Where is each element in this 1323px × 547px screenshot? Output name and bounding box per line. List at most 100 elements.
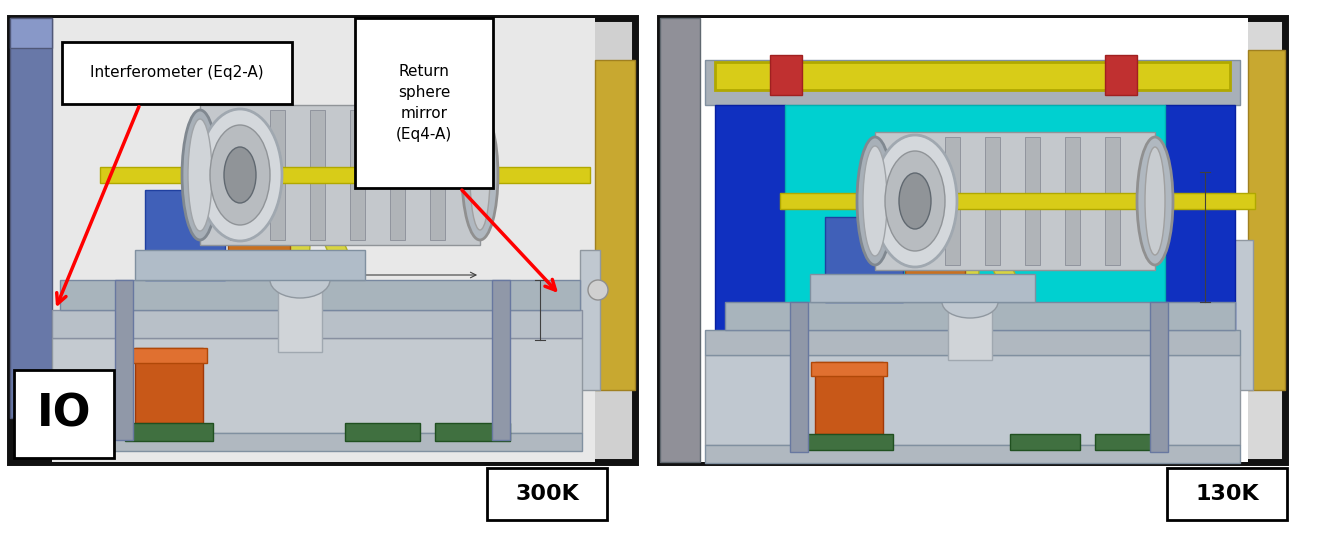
Bar (1167, 468, 1287, 520)
Bar (101, 167, 590, 183)
Bar (705, 60, 1240, 105)
Bar (781, 193, 1256, 209)
Ellipse shape (900, 173, 931, 229)
Bar (660, 18, 1285, 462)
Bar (52, 338, 582, 433)
Bar (230, 110, 245, 240)
Bar (826, 217, 904, 302)
Text: 115: 115 (1213, 232, 1229, 241)
Ellipse shape (863, 146, 886, 256)
Bar (430, 110, 445, 240)
Bar (355, 18, 493, 188)
Polygon shape (288, 210, 312, 280)
Bar (700, 18, 1248, 462)
Ellipse shape (857, 137, 893, 265)
Bar (579, 250, 601, 390)
Bar (905, 137, 919, 265)
Bar (770, 55, 802, 95)
Bar (804, 434, 893, 450)
Bar (790, 302, 808, 452)
Text: 115: 115 (548, 285, 564, 294)
Bar (725, 302, 1234, 330)
Bar (1009, 434, 1080, 450)
Polygon shape (912, 237, 962, 302)
Bar (351, 110, 365, 240)
Bar (135, 348, 202, 423)
Bar (115, 280, 134, 440)
Bar (705, 445, 1240, 463)
Bar (228, 198, 290, 268)
Bar (660, 18, 700, 462)
Polygon shape (239, 210, 290, 280)
Bar (945, 137, 960, 265)
Bar (705, 330, 1240, 355)
Bar (487, 468, 607, 520)
Bar (135, 250, 365, 280)
Text: 300K: 300K (515, 484, 579, 504)
Ellipse shape (210, 125, 270, 225)
Text: 12.937: 12.937 (548, 298, 577, 307)
Bar (1233, 240, 1253, 390)
Bar (15, 370, 114, 458)
Bar (595, 60, 635, 390)
Bar (714, 105, 785, 405)
Bar (310, 110, 325, 240)
Bar (390, 110, 405, 240)
Bar (52, 18, 595, 462)
Ellipse shape (1136, 137, 1174, 265)
Ellipse shape (198, 109, 282, 241)
Bar (11, 18, 635, 462)
Bar (986, 137, 1000, 265)
Ellipse shape (183, 110, 218, 240)
Bar (1065, 137, 1080, 265)
Bar (1025, 137, 1040, 265)
Ellipse shape (224, 147, 255, 203)
Polygon shape (310, 210, 360, 280)
Bar (810, 274, 1035, 302)
Bar (62, 42, 292, 104)
Text: 30: 30 (540, 318, 550, 327)
Bar (1105, 55, 1136, 95)
Bar (11, 18, 52, 48)
Ellipse shape (942, 286, 998, 318)
Bar (52, 310, 582, 338)
Ellipse shape (1144, 147, 1166, 255)
Polygon shape (978, 237, 1028, 302)
Bar (811, 362, 886, 376)
Bar (815, 362, 882, 434)
Bar (492, 280, 509, 440)
Bar (705, 355, 1240, 445)
Bar (131, 348, 206, 363)
Bar (714, 62, 1230, 90)
Ellipse shape (885, 151, 945, 251)
Bar (1095, 434, 1166, 450)
Bar (200, 105, 480, 245)
Bar (52, 433, 582, 451)
Bar (11, 18, 52, 418)
Bar (345, 423, 419, 441)
Bar (875, 132, 1155, 270)
Text: IO: IO (37, 393, 91, 435)
Text: 93.778: 93.778 (266, 263, 295, 272)
Bar (905, 224, 964, 292)
Ellipse shape (873, 135, 957, 267)
Bar (1150, 302, 1168, 452)
Bar (1105, 137, 1121, 265)
Text: 130K: 130K (1195, 484, 1258, 504)
Ellipse shape (462, 110, 497, 240)
Ellipse shape (470, 120, 490, 230)
Text: Interferometer (Eq2-A): Interferometer (Eq2-A) (90, 66, 263, 80)
Bar (124, 423, 213, 441)
Text: Return
sphere
mirror
(Eq4-A): Return sphere mirror (Eq4-A) (396, 64, 452, 142)
Bar (1166, 105, 1234, 405)
Ellipse shape (188, 119, 212, 231)
Bar (270, 110, 284, 240)
Bar (435, 423, 509, 441)
Bar (278, 280, 321, 352)
Polygon shape (960, 237, 980, 302)
Bar (785, 105, 1166, 405)
Bar (949, 302, 992, 360)
Bar (1248, 50, 1285, 390)
Ellipse shape (270, 262, 329, 298)
Ellipse shape (587, 280, 609, 300)
